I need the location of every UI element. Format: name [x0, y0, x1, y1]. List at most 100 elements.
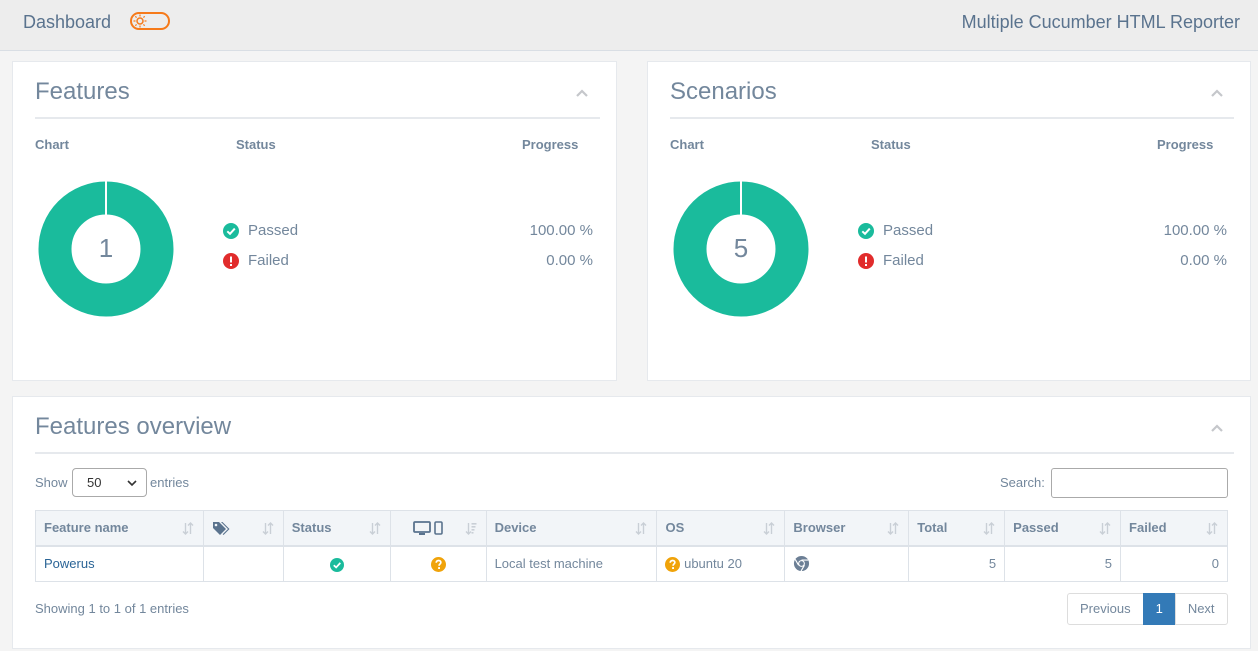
- check-circle-icon: [223, 222, 239, 239]
- sort-icon: [1099, 522, 1111, 535]
- table-info: Showing 1 to 1 of 1 entries: [35, 601, 189, 616]
- browser-column-header[interactable]: Browser: [784, 510, 910, 547]
- dashboard-title[interactable]: Dashboard: [23, 12, 112, 32]
- panel-divider: [670, 117, 1234, 119]
- failed-percentage: 0.00 %: [546, 252, 593, 269]
- total-cell: 5: [908, 545, 1006, 582]
- passed-percentage: 100.00 %: [529, 222, 593, 239]
- status-column-header: Status: [236, 137, 276, 152]
- feature-link[interactable]: Powerus: [44, 556, 95, 572]
- page-1-button[interactable]: 1: [1142, 593, 1176, 625]
- failed-column-header[interactable]: Failed: [1120, 510, 1228, 547]
- scenarios-count: 5: [733, 233, 749, 263]
- features-table: Feature name Status: [35, 510, 1228, 582]
- status-column-header[interactable]: Status: [282, 510, 391, 547]
- features-overview-panel: Features overview Show 50 entries Search…: [12, 396, 1251, 649]
- tags-column-header[interactable]: [202, 510, 284, 547]
- device-header-label: Device: [494, 520, 537, 536]
- top-navbar: Dashboard Multiple Cucumber HTML Reporte…: [0, 0, 1258, 51]
- chevron-up-icon[interactable]: [1210, 88, 1224, 98]
- feature-name-column-header[interactable]: Feature name: [35, 510, 204, 547]
- chrome-icon: [794, 556, 810, 572]
- feature-name-header-label: Feature name: [44, 520, 129, 536]
- failed-percentage: 0.00 %: [1180, 252, 1227, 269]
- feature-name-cell[interactable]: Powerus: [35, 545, 204, 582]
- table-row: Powerus Local test machine ubuntu 20 5 5: [35, 545, 1228, 582]
- sort-icon: [635, 522, 647, 535]
- sort-icon: [465, 523, 477, 535]
- previous-page-button[interactable]: Previous: [1067, 593, 1144, 625]
- browser-cell: [784, 545, 910, 582]
- tags-icon: [212, 521, 230, 535]
- sort-icon: [763, 522, 775, 535]
- total-header-label: Total: [917, 520, 948, 536]
- failed-cell: 0: [1120, 545, 1228, 582]
- platform-cell: [389, 545, 487, 582]
- failed-header-label: Failed: [1129, 520, 1167, 536]
- panel-divider: [35, 452, 1234, 454]
- chart-column-header: Chart: [670, 137, 704, 152]
- next-page-button[interactable]: Next: [1174, 593, 1228, 625]
- features-overview-title: Features overview: [35, 413, 232, 440]
- status-cell: [282, 545, 391, 582]
- search-label: Search:: [1000, 475, 1045, 490]
- table-header-row: Feature name Status: [35, 510, 1228, 547]
- chart-column-header: Chart: [35, 137, 69, 152]
- mobile-icon: [434, 521, 444, 536]
- exclamation-circle-icon: [858, 252, 874, 269]
- passed-status: Passed: [223, 222, 298, 239]
- question-circle-icon: [665, 556, 681, 572]
- chevron-down-icon: [127, 480, 137, 487]
- progress-column-header: Progress: [522, 137, 579, 152]
- features-panel-title: Features: [35, 78, 130, 105]
- sort-icon: [887, 522, 899, 535]
- chevron-up-icon[interactable]: [1210, 423, 1224, 433]
- failed-label: Failed: [248, 252, 289, 269]
- failed-status: Failed: [223, 252, 289, 269]
- sort-icon: [262, 522, 274, 535]
- check-circle-icon: [858, 222, 874, 239]
- panel-divider: [35, 117, 600, 119]
- os-header-label: OS: [665, 520, 685, 536]
- status-column-header: Status: [871, 137, 911, 152]
- passed-percentage: 100.00 %: [1163, 222, 1227, 239]
- search-input[interactable]: [1051, 468, 1228, 498]
- show-label: Show: [35, 475, 68, 490]
- pagination: Previous 1 Next: [1067, 593, 1228, 625]
- tags-cell: [202, 545, 284, 582]
- entries-per-page-select[interactable]: 50: [72, 468, 147, 497]
- sort-icon: [1206, 522, 1218, 535]
- passed-label: Passed: [248, 222, 299, 239]
- check-circle-icon: [329, 557, 344, 572]
- features-count: 1: [98, 233, 114, 263]
- passed-column-header[interactable]: Passed: [1004, 510, 1122, 547]
- entries-label: entries: [150, 475, 190, 490]
- device-cell: Local test machine: [485, 545, 658, 582]
- failed-label: Failed: [883, 252, 924, 269]
- os-cell: ubuntu 20: [656, 545, 786, 582]
- features-donut-chart[interactable]: [38, 181, 174, 317]
- device-column-header[interactable]: Device: [485, 510, 658, 547]
- report-title: Multiple Cucumber HTML Reporter: [961, 12, 1240, 32]
- passed-header-label: Passed: [1013, 520, 1059, 536]
- passed-label: Passed: [883, 222, 934, 239]
- platform-column-header[interactable]: [389, 510, 487, 547]
- sort-icon: [182, 522, 194, 535]
- total-column-header[interactable]: Total: [908, 510, 1006, 547]
- entries-per-page-value: 50: [87, 475, 102, 490]
- browser-header-label: Browser: [793, 520, 846, 536]
- progress-column-header: Progress: [1157, 137, 1214, 152]
- platform-header-icons: [399, 520, 444, 536]
- desktop-icon: [412, 520, 431, 535]
- chevron-up-icon[interactable]: [575, 88, 589, 98]
- scenarios-panel: Scenarios Chart Status Progress 5 Passed…: [647, 61, 1251, 381]
- os-column-header[interactable]: OS: [656, 510, 786, 547]
- scenarios-donut-chart[interactable]: [673, 181, 809, 317]
- features-panel: Features Chart Status Progress 1 Passed …: [12, 61, 617, 381]
- theme-toggle[interactable]: [130, 12, 170, 30]
- question-circle-icon: [430, 556, 446, 572]
- os-name: ubuntu 20: [684, 555, 742, 571]
- sun-icon: [133, 14, 147, 28]
- status-header-label: Status: [291, 520, 332, 536]
- scenarios-panel-title: Scenarios: [670, 78, 777, 105]
